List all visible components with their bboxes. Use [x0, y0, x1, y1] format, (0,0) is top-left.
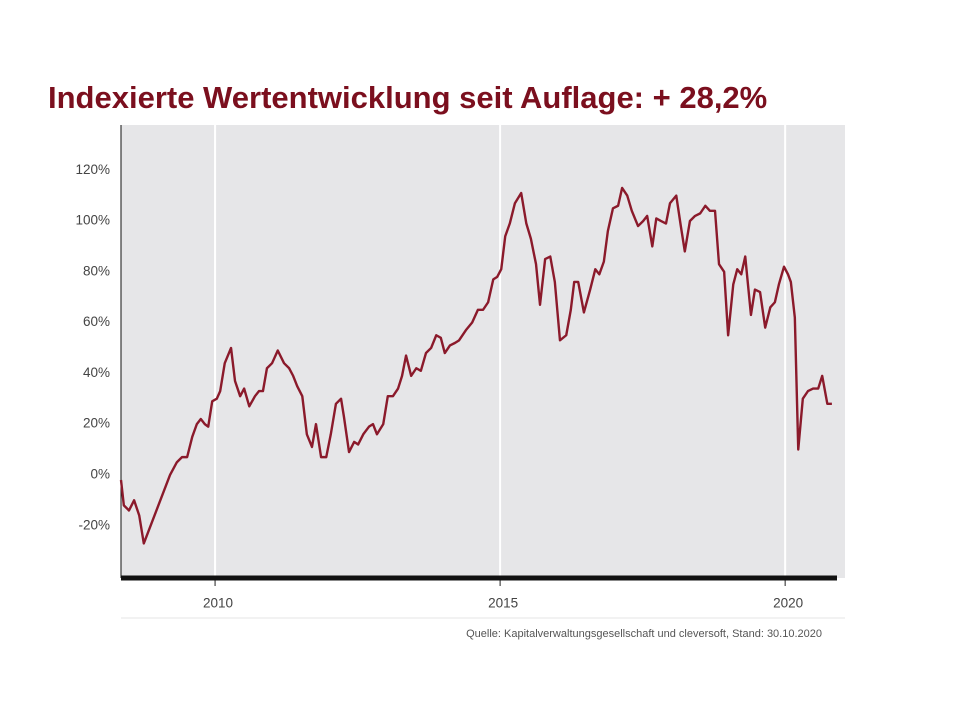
x-tick-label: 2015 — [488, 596, 518, 611]
x-tick-label: 2020 — [773, 596, 803, 611]
chart-title: Indexierte Wertentwicklung seit Auflage:… — [48, 80, 767, 115]
plot-background — [121, 125, 845, 578]
y-tick-label: 80% — [83, 263, 110, 278]
y-tick-label: 120% — [75, 162, 110, 177]
x-tick-label: 2010 — [203, 596, 233, 611]
data-line — [119, 186, 832, 545]
y-tick-label: 20% — [83, 416, 110, 431]
plot-area: 2010 2015 2020 -20% 0% 20% 40% 60% 80% 100% 120% — [75, 125, 845, 619]
y-tick-label: -20% — [78, 517, 110, 532]
y-tick-label: 40% — [83, 365, 110, 380]
source-note: Quelle: Kapitalverwaltungsgesellschaft u… — [466, 628, 822, 640]
y-tick-label: 60% — [83, 314, 110, 329]
y-tick-label: 100% — [75, 213, 110, 228]
y-tick-label: 0% — [90, 466, 110, 481]
